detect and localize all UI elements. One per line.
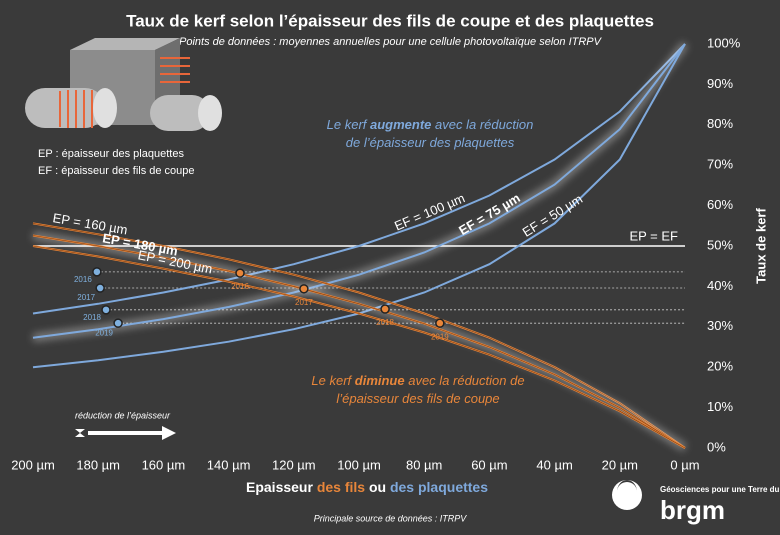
x-axis-label: Epaisseur des fils ou des plaquettes — [246, 479, 488, 495]
source: Principale source de données : ITRPV — [314, 513, 468, 523]
y-tick-label: 90% — [707, 76, 733, 91]
data-point — [101, 305, 111, 315]
illustration — [25, 38, 222, 131]
x-tick-label: 160 µm — [142, 457, 186, 472]
arrow-label: réduction de l’épaisseur — [75, 410, 171, 420]
y-tick-label: 80% — [707, 116, 733, 131]
y-tick-label: 100% — [707, 35, 741, 50]
chart-title: Taux de kerf selon l’épaisseur des fils … — [126, 11, 654, 30]
x-label-part: ou — [365, 479, 390, 495]
data-point — [92, 267, 102, 277]
x-tick-label: 120 µm — [272, 457, 316, 472]
point-label: 2018 — [83, 313, 101, 322]
annotation: l’épaisseur des fils de coupe — [336, 391, 499, 406]
logo-swirl — [617, 480, 637, 492]
arrow — [88, 426, 176, 440]
x-tick-label: 100 µm — [337, 457, 381, 472]
series-line-core — [32, 223, 686, 449]
x-tick-label: 180 µm — [76, 457, 120, 472]
y-tick-label: 70% — [707, 157, 733, 172]
y-axis-label: Taux de kerf — [753, 208, 768, 284]
point-label: 2019 — [431, 332, 449, 341]
annotation: de l’épaisseur des plaquettes — [346, 135, 515, 150]
y-tick-label: 30% — [707, 318, 733, 333]
data-point — [113, 318, 123, 328]
series-line — [32, 43, 686, 315]
annotation-part: de l’épaisseur des plaquettes — [346, 135, 515, 150]
y-tick-label: 50% — [707, 237, 733, 252]
legend-ef: EF : épaisseur des fils de coupe — [38, 165, 195, 177]
data-point — [299, 284, 309, 294]
x-tick-label: 0 µm — [670, 457, 699, 472]
point-label: 2019 — [95, 328, 113, 337]
annotation-part: diminue — [355, 373, 405, 388]
annotation-part: l’épaisseur des fils de coupe — [336, 391, 499, 406]
series-line-core — [32, 235, 686, 449]
x-label-part: Epaisseur — [246, 479, 317, 495]
annotation: Le kerf diminue avec la réduction de — [311, 373, 524, 388]
data-point — [435, 318, 445, 328]
point-label: 2017 — [295, 298, 313, 307]
annotation-part: avec la réduction de — [405, 373, 525, 388]
data-point — [235, 268, 245, 278]
point-label: 2016 — [231, 282, 249, 291]
point-label: 2016 — [74, 275, 92, 284]
series-line — [32, 43, 686, 339]
x-tick-label: 20 µm — [602, 457, 638, 472]
legend-ep: EP : épaisseur des plaquettes — [38, 148, 184, 160]
logo-text: brgm — [660, 495, 725, 525]
x-tick-label: 200 µm — [11, 457, 55, 472]
x-label-part: des plaquettes — [390, 479, 488, 495]
reference-label: EP = EF — [629, 228, 678, 243]
y-tick-label: 10% — [707, 399, 733, 414]
data-point — [380, 304, 390, 314]
logo-mark — [612, 480, 642, 510]
x-tick-label: 140 µm — [207, 457, 251, 472]
data-point — [95, 283, 105, 293]
arrow-tail — [75, 429, 85, 437]
y-tick-label: 0% — [707, 439, 726, 454]
y-tick-label: 60% — [707, 197, 733, 212]
y-tick-label: 20% — [707, 359, 733, 374]
annotation-part: avec la réduction — [431, 117, 533, 132]
x-tick-label: 80 µm — [406, 457, 442, 472]
x-tick-label: 60 µm — [471, 457, 507, 472]
x-label-part: des fils — [317, 479, 365, 495]
annotation-part: Le kerf — [311, 373, 354, 388]
series-label: EF = 100 µm — [392, 190, 467, 233]
annotation-part: augmente — [370, 117, 431, 132]
annotation-part: Le kerf — [327, 117, 370, 132]
annotation: Le kerf augmente avec la réduction — [327, 117, 534, 132]
y-tick-label: 40% — [707, 278, 733, 293]
chart-subtitle: Points de données : moyennes annuelles p… — [179, 36, 603, 48]
point-label: 2018 — [376, 318, 394, 327]
point-label: 2017 — [77, 293, 95, 302]
logo-tagline: Géosciences pour une Terre durable — [660, 485, 780, 494]
series-line-core — [32, 245, 686, 449]
x-tick-label: 40 µm — [536, 457, 572, 472]
